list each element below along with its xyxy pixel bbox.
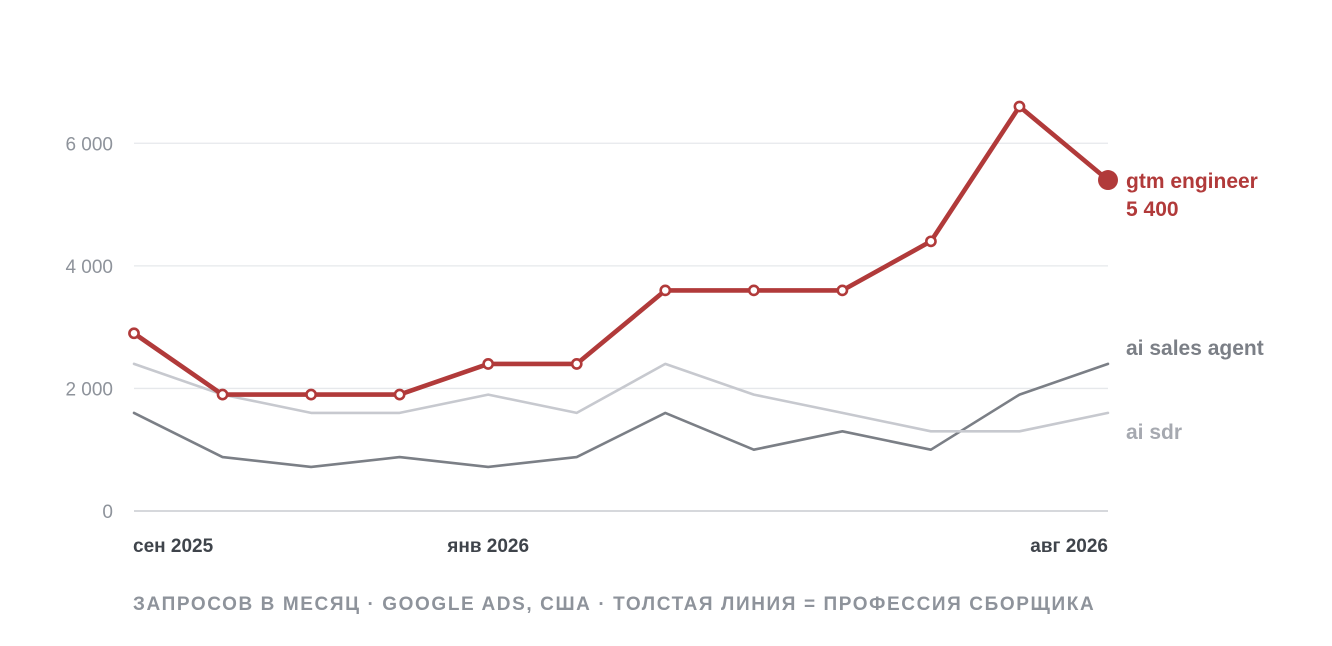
point-gtm-engineer xyxy=(393,388,406,401)
series-line-ai-sdr xyxy=(132,362,1110,433)
grid-lines xyxy=(134,142,1108,512)
point-gtm-engineer xyxy=(128,327,140,340)
chart-caption: ЗАПРОСОВ В МЕСЯЦ · GOOGLE ADS, США · ТОЛ… xyxy=(133,594,1095,615)
x-axis-ticks: сен 2025 янв 2026 авг 2026 xyxy=(133,536,1108,557)
point-gtm-engineer xyxy=(570,358,583,370)
series-label-ai-sales-agent: ai sales agent xyxy=(1126,337,1264,360)
y-tick-label: 2 000 xyxy=(65,379,113,400)
point-gtm-engineer xyxy=(747,284,760,297)
x-tick-label: авг 2026 xyxy=(1030,536,1108,557)
series-markers xyxy=(128,100,1118,401)
series-value-gtm-engineer: 5 400 xyxy=(1126,198,1179,221)
point-gtm-engineer xyxy=(925,235,937,248)
y-axis-ticks: 0 2 000 4 000 6 000 xyxy=(65,134,113,523)
point-gtm-engineer xyxy=(216,388,229,401)
y-tick-label: 4 000 xyxy=(65,257,113,278)
series-label-ai-sdr: ai sdr xyxy=(1126,421,1182,444)
series-line-gtm-engineer xyxy=(131,104,1111,397)
series-lines xyxy=(131,104,1111,469)
point-gtm-engineer xyxy=(659,284,672,297)
point-gtm-engineer xyxy=(482,358,495,370)
point-last-gtm-engineer xyxy=(1098,170,1118,191)
x-tick-label: сен 2025 xyxy=(133,536,214,557)
y-tick-label: 0 xyxy=(102,502,113,523)
series-line-ai-sales-agent xyxy=(132,362,1110,469)
point-gtm-engineer xyxy=(836,284,849,297)
point-gtm-engineer xyxy=(305,388,317,401)
x-tick-label: янв 2026 xyxy=(446,536,529,557)
point-gtm-engineer xyxy=(1013,100,1026,113)
y-tick-label: 6 000 xyxy=(65,134,113,155)
series-labels: gtm engineer 5 400 ai sales agent ai sdr xyxy=(1126,170,1264,444)
series-label-gtm-engineer: gtm engineer xyxy=(1126,170,1258,193)
